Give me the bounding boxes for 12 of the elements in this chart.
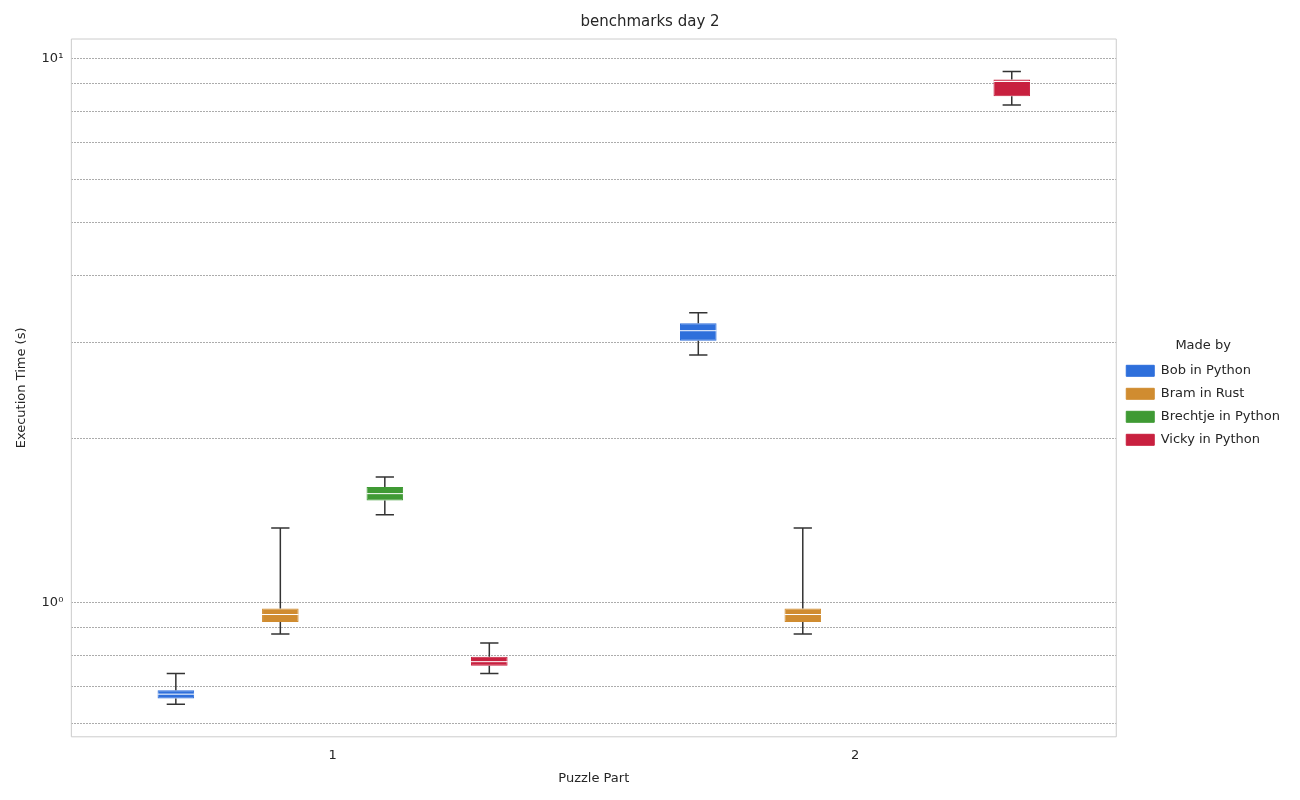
legend-label: Bram in Rust bbox=[1160, 385, 1245, 401]
x-tick-label: 2 bbox=[850, 746, 860, 762]
legend-label: Vicky in Python bbox=[1160, 431, 1261, 447]
y-tick-label: 10⁰ bbox=[41, 593, 64, 609]
x-tick-label: 1 bbox=[328, 746, 337, 762]
chart-title: benchmarks day 2 bbox=[580, 11, 720, 30]
legend-label: Bob in Python bbox=[1160, 362, 1252, 378]
y-axis-title: Execution Time (s) bbox=[13, 327, 29, 449]
legend-title: Made by bbox=[1175, 336, 1232, 352]
y-tick-label: 10¹ bbox=[41, 50, 64, 66]
legend-label: Brechtje in Python bbox=[1160, 408, 1280, 424]
x-axis-title: Puzzle Part bbox=[558, 769, 630, 785]
